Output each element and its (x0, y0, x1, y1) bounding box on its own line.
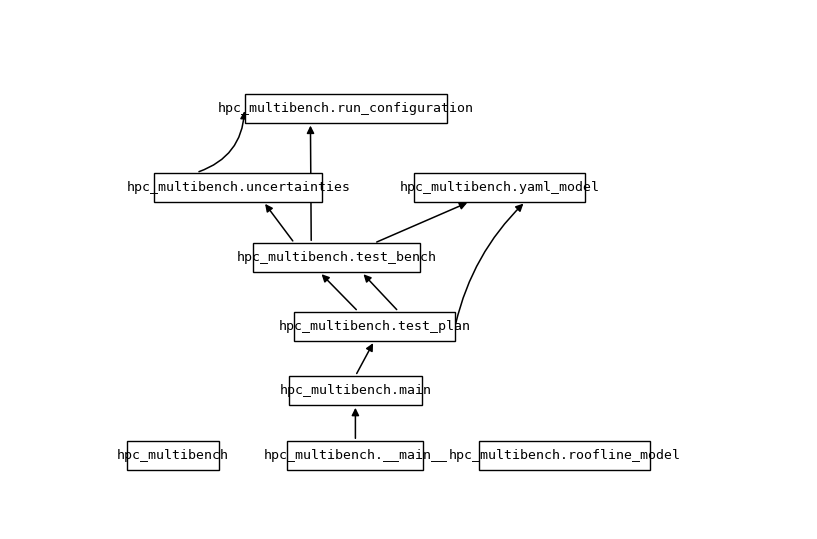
Text: hpc_multibench: hpc_multibench (117, 449, 229, 462)
Text: hpc_multibench.__main__: hpc_multibench.__main__ (263, 449, 448, 462)
FancyBboxPatch shape (288, 441, 423, 470)
Text: hpc_multibench.main: hpc_multibench.main (279, 384, 431, 397)
FancyBboxPatch shape (289, 376, 422, 405)
Text: hpc_multibench.test_bench: hpc_multibench.test_bench (236, 251, 436, 264)
Text: hpc_multibench.uncertainties: hpc_multibench.uncertainties (127, 181, 350, 194)
FancyBboxPatch shape (244, 94, 447, 123)
Text: hpc_multibench.roofline_model: hpc_multibench.roofline_model (449, 449, 681, 462)
Text: hpc_multibench.run_configuration: hpc_multibench.run_configuration (218, 102, 474, 115)
FancyBboxPatch shape (154, 172, 322, 202)
FancyBboxPatch shape (479, 441, 650, 470)
FancyBboxPatch shape (293, 312, 455, 341)
FancyBboxPatch shape (252, 243, 420, 272)
Text: hpc_multibench.yaml_model: hpc_multibench.yaml_model (400, 181, 600, 194)
FancyBboxPatch shape (414, 172, 585, 202)
FancyBboxPatch shape (127, 441, 219, 470)
Text: hpc_multibench.test_plan: hpc_multibench.test_plan (279, 320, 471, 333)
